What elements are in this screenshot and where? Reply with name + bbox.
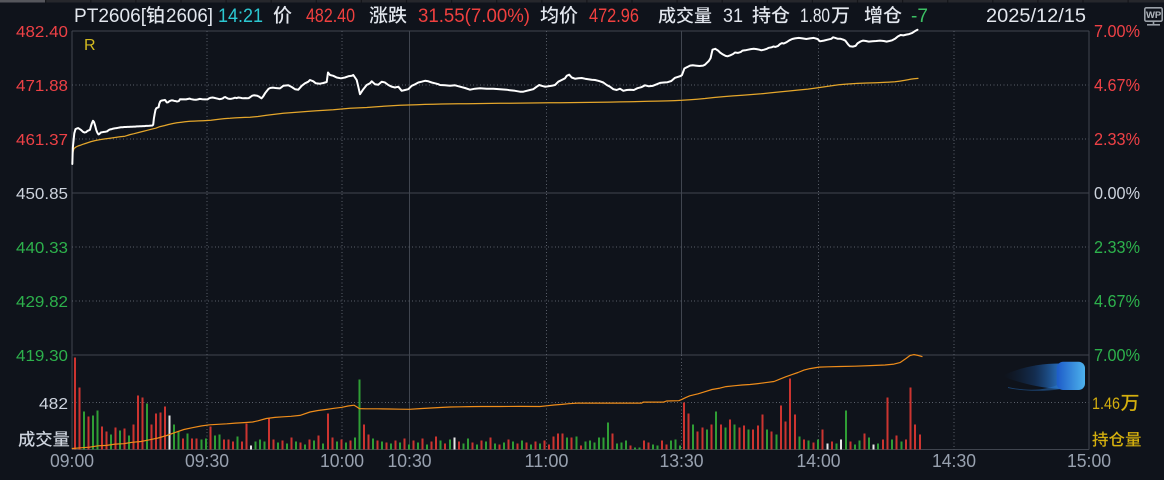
svg-text:10:30: 10:30 xyxy=(388,451,432,471)
svg-text:09:00: 09:00 xyxy=(50,451,94,471)
svg-text:482.40: 482.40 xyxy=(306,6,355,27)
svg-text:482: 482 xyxy=(39,396,68,413)
svg-text:472.96: 472.96 xyxy=(589,6,639,27)
svg-text:31.55(7.00%): 31.55(7.00%) xyxy=(418,6,530,27)
svg-text:4.67%: 4.67% xyxy=(1094,75,1140,95)
svg-text:13:30: 13:30 xyxy=(660,451,704,471)
svg-text:09:30: 09:30 xyxy=(185,451,229,471)
svg-text:2025/12/15: 2025/12/15 xyxy=(986,6,1086,27)
svg-text:R: R xyxy=(84,37,96,54)
svg-text:11:00: 11:00 xyxy=(525,451,569,471)
svg-text:-7: -7 xyxy=(911,6,928,27)
svg-text:4.67%: 4.67% xyxy=(1094,291,1140,311)
svg-text:1.46: 1.46 xyxy=(1092,394,1120,413)
svg-text:471.88: 471.88 xyxy=(16,78,68,95)
svg-text:419.30: 419.30 xyxy=(16,348,68,365)
svg-text:429.82: 429.82 xyxy=(16,294,68,311)
svg-text:461.37: 461.37 xyxy=(16,132,68,149)
svg-text:0.00%: 0.00% xyxy=(1094,183,1140,203)
svg-text:31: 31 xyxy=(723,6,743,27)
svg-text:482.40: 482.40 xyxy=(16,24,68,41)
svg-text:1.80: 1.80 xyxy=(800,6,830,27)
svg-text:WP: WP xyxy=(1146,10,1162,21)
svg-text:2.33%: 2.33% xyxy=(1094,129,1140,149)
svg-text:2.33%: 2.33% xyxy=(1094,237,1140,257)
svg-text:450.85: 450.85 xyxy=(16,186,68,203)
svg-text:440.33: 440.33 xyxy=(16,240,68,257)
svg-text:2606]: 2606] xyxy=(166,6,213,27)
svg-text:15:00: 15:00 xyxy=(1067,451,1111,471)
svg-text:14:21: 14:21 xyxy=(218,6,263,27)
svg-text:14:30: 14:30 xyxy=(932,451,976,471)
svg-text:10:00: 10:00 xyxy=(320,451,364,471)
svg-text:14:00: 14:00 xyxy=(797,451,841,471)
svg-text:PT2606[: PT2606[ xyxy=(74,6,147,27)
svg-text:7.00%: 7.00% xyxy=(1094,345,1140,365)
svg-text:7.00%: 7.00% xyxy=(1094,21,1140,41)
